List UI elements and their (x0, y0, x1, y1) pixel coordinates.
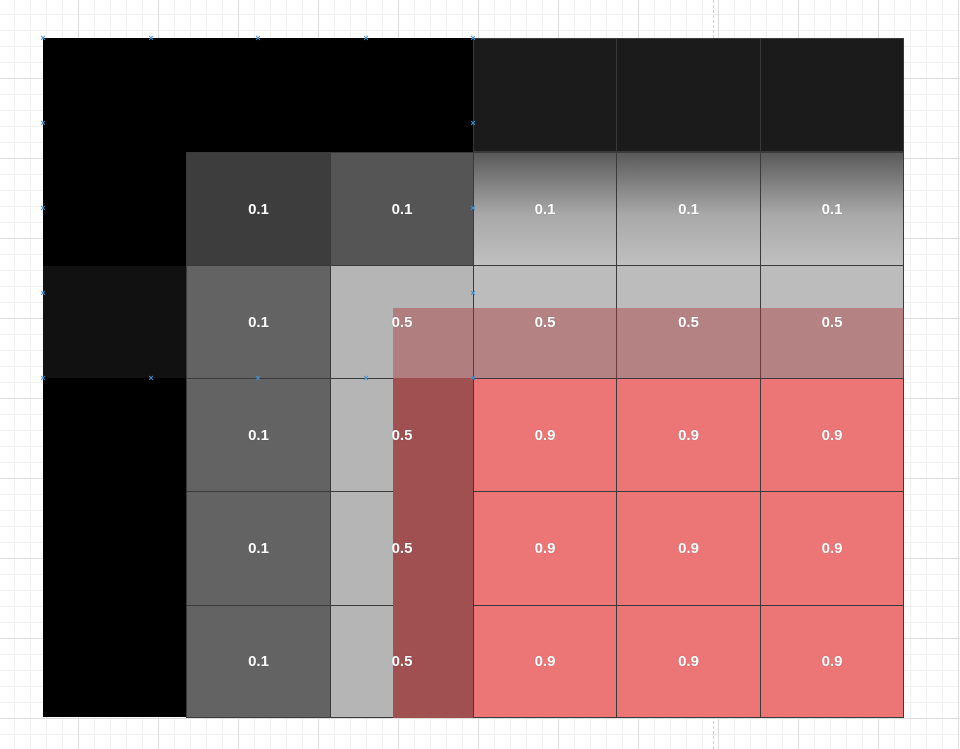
dark-strip[interactable] (43, 266, 186, 378)
cell-label: 0.5 (391, 540, 413, 557)
resize-handle-icon[interactable]: × (470, 288, 476, 298)
resize-handle-icon[interactable]: × (470, 203, 476, 213)
grid-cell[interactable]: 0.9 (616, 491, 761, 606)
resize-handle-icon[interactable]: × (148, 33, 154, 43)
grid-cell[interactable] (473, 38, 617, 152)
cell-label: 0.9 (821, 426, 843, 444)
resize-handle-icon[interactable]: × (40, 373, 46, 383)
cell-label: 0.5 (391, 653, 413, 670)
cell-label: 0.1 (248, 540, 269, 557)
cell-label: 0.9 (534, 540, 556, 557)
grid-cell[interactable]: 0.1 (186, 605, 331, 718)
grid-cell[interactable]: 0.9 (473, 491, 617, 606)
resize-handle-icon[interactable]: × (40, 203, 46, 213)
cell-label: 0.5 (821, 313, 843, 331)
grid-cell[interactable] (760, 38, 904, 152)
grid-cell-label-overlay: 0.5 (760, 265, 904, 379)
cell-label: 0.5 (391, 426, 413, 444)
resize-handle-icon[interactable]: × (363, 373, 369, 383)
cell-label: 0.9 (534, 426, 556, 444)
grid-cell[interactable]: 0.1 (473, 152, 617, 266)
cell-label: 0.5 (391, 313, 413, 331)
grid-cell-label-overlay: 0.5 (473, 265, 617, 379)
grid-cell-label-overlay: 0.5 (616, 265, 761, 379)
red-overlay-row[interactable] (393, 308, 904, 378)
grid-cell[interactable]: 0.9 (760, 378, 904, 492)
grid-cell[interactable]: 0.1 (186, 265, 331, 379)
red-dark-column[interactable] (393, 378, 473, 718)
grid-cell-label-overlay: 0.5 (330, 605, 474, 718)
resize-handle-icon[interactable]: × (470, 373, 476, 383)
cell-label: 0.1 (248, 313, 269, 331)
grid-cell[interactable]: 0.1 (330, 152, 474, 266)
cell-label: 0.1 (678, 200, 699, 218)
cell-label: 0.1 (248, 426, 269, 444)
black-top-block[interactable] (43, 38, 473, 152)
cell-label: 0.5 (678, 313, 699, 331)
cell-label: 0.9 (678, 653, 699, 670)
grid-cell[interactable]: 0.9 (616, 378, 761, 492)
resize-handle-icon[interactable]: × (363, 33, 369, 43)
grid-cell[interactable]: 0.9 (760, 491, 904, 606)
cell-label: 0.1 (248, 200, 269, 218)
grid-cell[interactable]: 0.1 (186, 378, 331, 492)
grid-cell-label-overlay: 0.5 (330, 265, 474, 379)
grid-cell[interactable] (760, 265, 904, 379)
resize-handle-icon[interactable]: × (255, 373, 261, 383)
resize-handle-icon[interactable]: × (40, 118, 46, 128)
grid-cell[interactable]: 0.1 (186, 152, 331, 266)
grid-cell[interactable] (473, 265, 617, 379)
cell-label: 0.5 (534, 313, 556, 331)
resize-handle-icon[interactable]: × (40, 33, 46, 43)
resize-handle-icon[interactable]: × (40, 288, 46, 298)
grid-cell[interactable]: 0.9 (473, 378, 617, 492)
grid-cell[interactable] (616, 38, 761, 152)
cell-label: 0.1 (821, 200, 843, 218)
grid-cell[interactable]: 0.1 (760, 152, 904, 266)
cell-label: 0.9 (821, 653, 843, 670)
cell-label: 0.9 (534, 653, 556, 670)
grid-cell[interactable] (616, 265, 761, 379)
cell-label: 0.1 (248, 653, 269, 670)
grid-cell[interactable]: 0.9 (473, 605, 617, 718)
cell-label: 0.9 (821, 540, 843, 557)
grid-cell[interactable]: 0.1 (186, 491, 331, 606)
resize-handle-icon[interactable]: × (470, 118, 476, 128)
resize-handle-icon[interactable]: × (470, 33, 476, 43)
resize-handle-icon[interactable]: × (148, 373, 154, 383)
cell-label: 0.1 (391, 200, 413, 218)
grid-cell[interactable]: 0.1 (616, 152, 761, 266)
resize-handle-icon[interactable]: × (255, 33, 261, 43)
cell-label: 0.9 (678, 540, 699, 557)
grid-cell[interactable]: 0.9 (760, 605, 904, 718)
cell-label: 0.1 (534, 200, 556, 218)
grid-cell-label-overlay: 0.5 (330, 378, 474, 492)
grid-cell-label-overlay: 0.5 (330, 491, 474, 606)
cell-label: 0.9 (678, 426, 699, 444)
grid-cell[interactable]: 0.9 (616, 605, 761, 718)
